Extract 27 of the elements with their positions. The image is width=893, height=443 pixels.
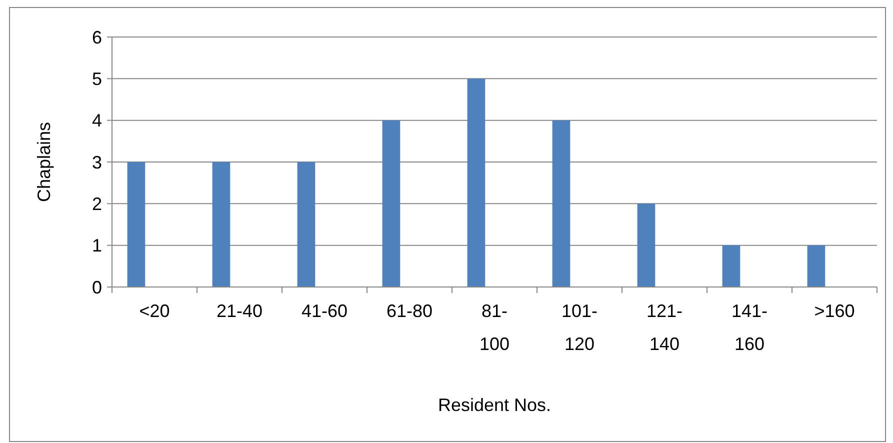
x-tick-label: 41-60 — [301, 301, 348, 321]
y-tick-label: 0 — [92, 277, 102, 298]
x-tick-label: 101-120 — [561, 301, 598, 354]
y-tick-label: 5 — [92, 68, 102, 89]
bar — [127, 162, 146, 287]
bar — [382, 120, 400, 287]
y-tick-label: 4 — [92, 110, 102, 131]
x-axis-title: Resident Nos. — [438, 395, 552, 415]
y-tick-label: 1 — [92, 236, 102, 256]
bar — [467, 78, 486, 287]
y-tick-label: 3 — [92, 152, 102, 172]
bar — [637, 204, 656, 287]
x-tick-label: <20 — [139, 301, 170, 321]
x-tick-label: 21-40 — [216, 301, 263, 321]
y-axis-title: Chaplains — [34, 122, 54, 202]
y-tick-label: 2 — [92, 194, 102, 214]
x-tick-label: >160 — [814, 301, 855, 321]
bar — [212, 162, 230, 287]
bar — [297, 162, 316, 287]
bar — [552, 120, 570, 287]
x-tick-label: 121-140 — [646, 301, 683, 354]
bar — [807, 245, 826, 287]
x-tick-label: 81-100 — [479, 301, 510, 354]
x-tick-label: 141-160 — [731, 301, 768, 354]
y-tick-label: 6 — [92, 27, 102, 48]
bar — [722, 245, 740, 287]
x-tick-label: 61-80 — [386, 301, 433, 321]
